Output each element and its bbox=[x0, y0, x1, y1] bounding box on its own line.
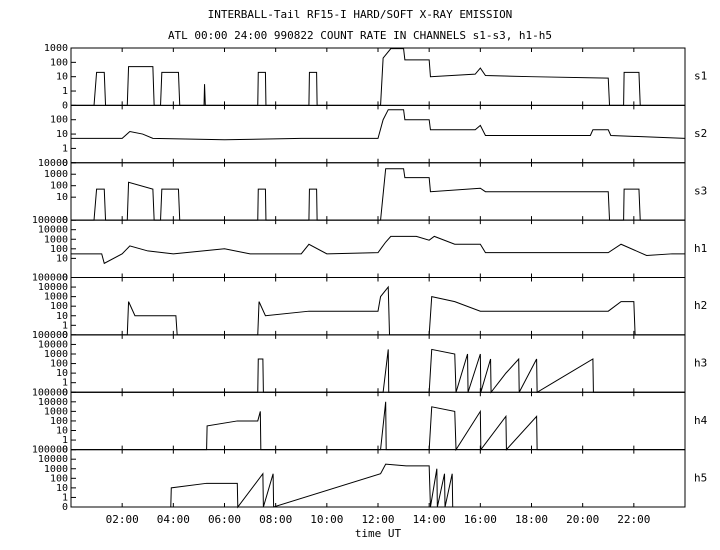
x-tick-label: 16:00 bbox=[464, 513, 497, 526]
y-tick-label: 100000 bbox=[32, 387, 68, 398]
x-tick-label: 10:00 bbox=[310, 513, 343, 526]
y-tick-label: 1 bbox=[62, 378, 68, 389]
panel-frame bbox=[70, 391, 686, 451]
data-line bbox=[71, 235, 685, 265]
x-tick-label: 02:00 bbox=[106, 513, 139, 526]
y-tick-label: 10 bbox=[56, 72, 68, 83]
panel-name: h3 bbox=[694, 357, 707, 370]
y-tick-label: 0 bbox=[62, 330, 68, 341]
y-tick-label: 1000 bbox=[44, 349, 68, 360]
y-tick-label: 0 bbox=[62, 445, 68, 456]
panel-name: s2 bbox=[694, 127, 707, 140]
y-tick-label: 1 bbox=[62, 435, 68, 446]
y-tick-label: 10 bbox=[56, 368, 68, 379]
chart-subtitle: ATL 00:00 24:00 990822 COUNT RATE IN CHA… bbox=[168, 29, 552, 42]
panel-name: h1 bbox=[694, 242, 707, 255]
y-tick-label: 1 bbox=[62, 143, 68, 154]
panel-name: h5 bbox=[694, 471, 707, 484]
y-tick-label: 0 bbox=[62, 100, 68, 111]
panel-frame bbox=[70, 104, 686, 164]
y-tick-label: 1 bbox=[62, 86, 68, 97]
y-tick-label: 100 bbox=[50, 115, 68, 126]
y-tick-label: 10 bbox=[56, 426, 68, 437]
y-tick-label: 100 bbox=[50, 359, 68, 370]
data-line bbox=[71, 463, 685, 509]
y-tick-label: 100000 bbox=[32, 330, 68, 341]
y-tick-label: 100 bbox=[50, 57, 68, 68]
y-tick-label: 100 bbox=[50, 244, 68, 255]
y-tick-label: 1000 bbox=[44, 169, 68, 180]
x-tick-label: 14:00 bbox=[413, 513, 446, 526]
data-line bbox=[71, 109, 686, 141]
y-tick-label: 10000 bbox=[38, 158, 68, 169]
x-tick-label: 12:00 bbox=[361, 513, 394, 526]
y-tick-label: 10000 bbox=[38, 225, 68, 236]
y-tick-label: 100000 bbox=[32, 215, 68, 226]
y-tick-label: 0 bbox=[62, 215, 68, 226]
panel-name: h4 bbox=[694, 414, 708, 427]
y-tick-label: 1 bbox=[62, 492, 68, 503]
x-tick-label: 06:00 bbox=[208, 513, 241, 526]
y-tick-label: 1000 bbox=[44, 43, 68, 54]
data-line bbox=[71, 48, 685, 106]
y-tick-label: 10 bbox=[56, 311, 68, 322]
y-tick-label: 10 bbox=[56, 129, 68, 140]
y-tick-label: 100 bbox=[50, 473, 68, 484]
y-tick-label: 1000 bbox=[44, 292, 68, 303]
y-tick-label: 1 bbox=[62, 320, 68, 331]
panel-frame bbox=[70, 219, 686, 278]
y-tick-label: 1000 bbox=[44, 234, 68, 245]
data-line bbox=[71, 285, 685, 336]
y-tick-label: 10000 bbox=[38, 282, 68, 293]
y-tick-label: 10000 bbox=[38, 397, 68, 408]
x-tick-label: 08:00 bbox=[259, 513, 292, 526]
y-tick-label: 10 bbox=[56, 192, 68, 203]
panel-name: h2 bbox=[694, 299, 707, 312]
y-tick-label: 10000 bbox=[38, 454, 68, 465]
y-tick-label: 0 bbox=[62, 502, 68, 513]
data-line bbox=[71, 168, 685, 221]
panel-frame bbox=[70, 47, 686, 106]
y-tick-label: 10 bbox=[56, 483, 68, 494]
y-tick-label: 100000 bbox=[32, 445, 68, 456]
x-tick-label: 04:00 bbox=[157, 513, 190, 526]
panel-frame bbox=[70, 449, 686, 508]
y-tick-label: 0 bbox=[62, 158, 68, 169]
y-tick-label: 100 bbox=[50, 416, 68, 427]
panel-frame bbox=[70, 277, 686, 336]
y-tick-label: 0 bbox=[62, 273, 68, 284]
x-tick-label: 18:00 bbox=[515, 513, 548, 526]
y-tick-label: 1000 bbox=[44, 464, 68, 475]
panel-name: s1 bbox=[694, 70, 707, 83]
data-line bbox=[71, 348, 685, 394]
data-line bbox=[71, 401, 685, 452]
y-tick-label: 100 bbox=[50, 181, 68, 192]
y-tick-label: 100000 bbox=[32, 273, 68, 284]
x-tick-label: 22:00 bbox=[617, 513, 650, 526]
y-tick-label: 1000 bbox=[44, 406, 68, 417]
y-tick-label: 10000 bbox=[38, 339, 68, 350]
y-tick-label: 10 bbox=[56, 253, 68, 264]
x-tick-label: 20:00 bbox=[566, 513, 599, 526]
panel-name: s3 bbox=[694, 184, 707, 197]
x-axis-label: time UT bbox=[355, 527, 402, 540]
y-tick-label: 100 bbox=[50, 301, 68, 312]
chart-title: INTERBALL-Tail RF15-I HARD/SOFT X-RAY EM… bbox=[208, 8, 513, 21]
y-tick-label: 0 bbox=[62, 387, 68, 398]
